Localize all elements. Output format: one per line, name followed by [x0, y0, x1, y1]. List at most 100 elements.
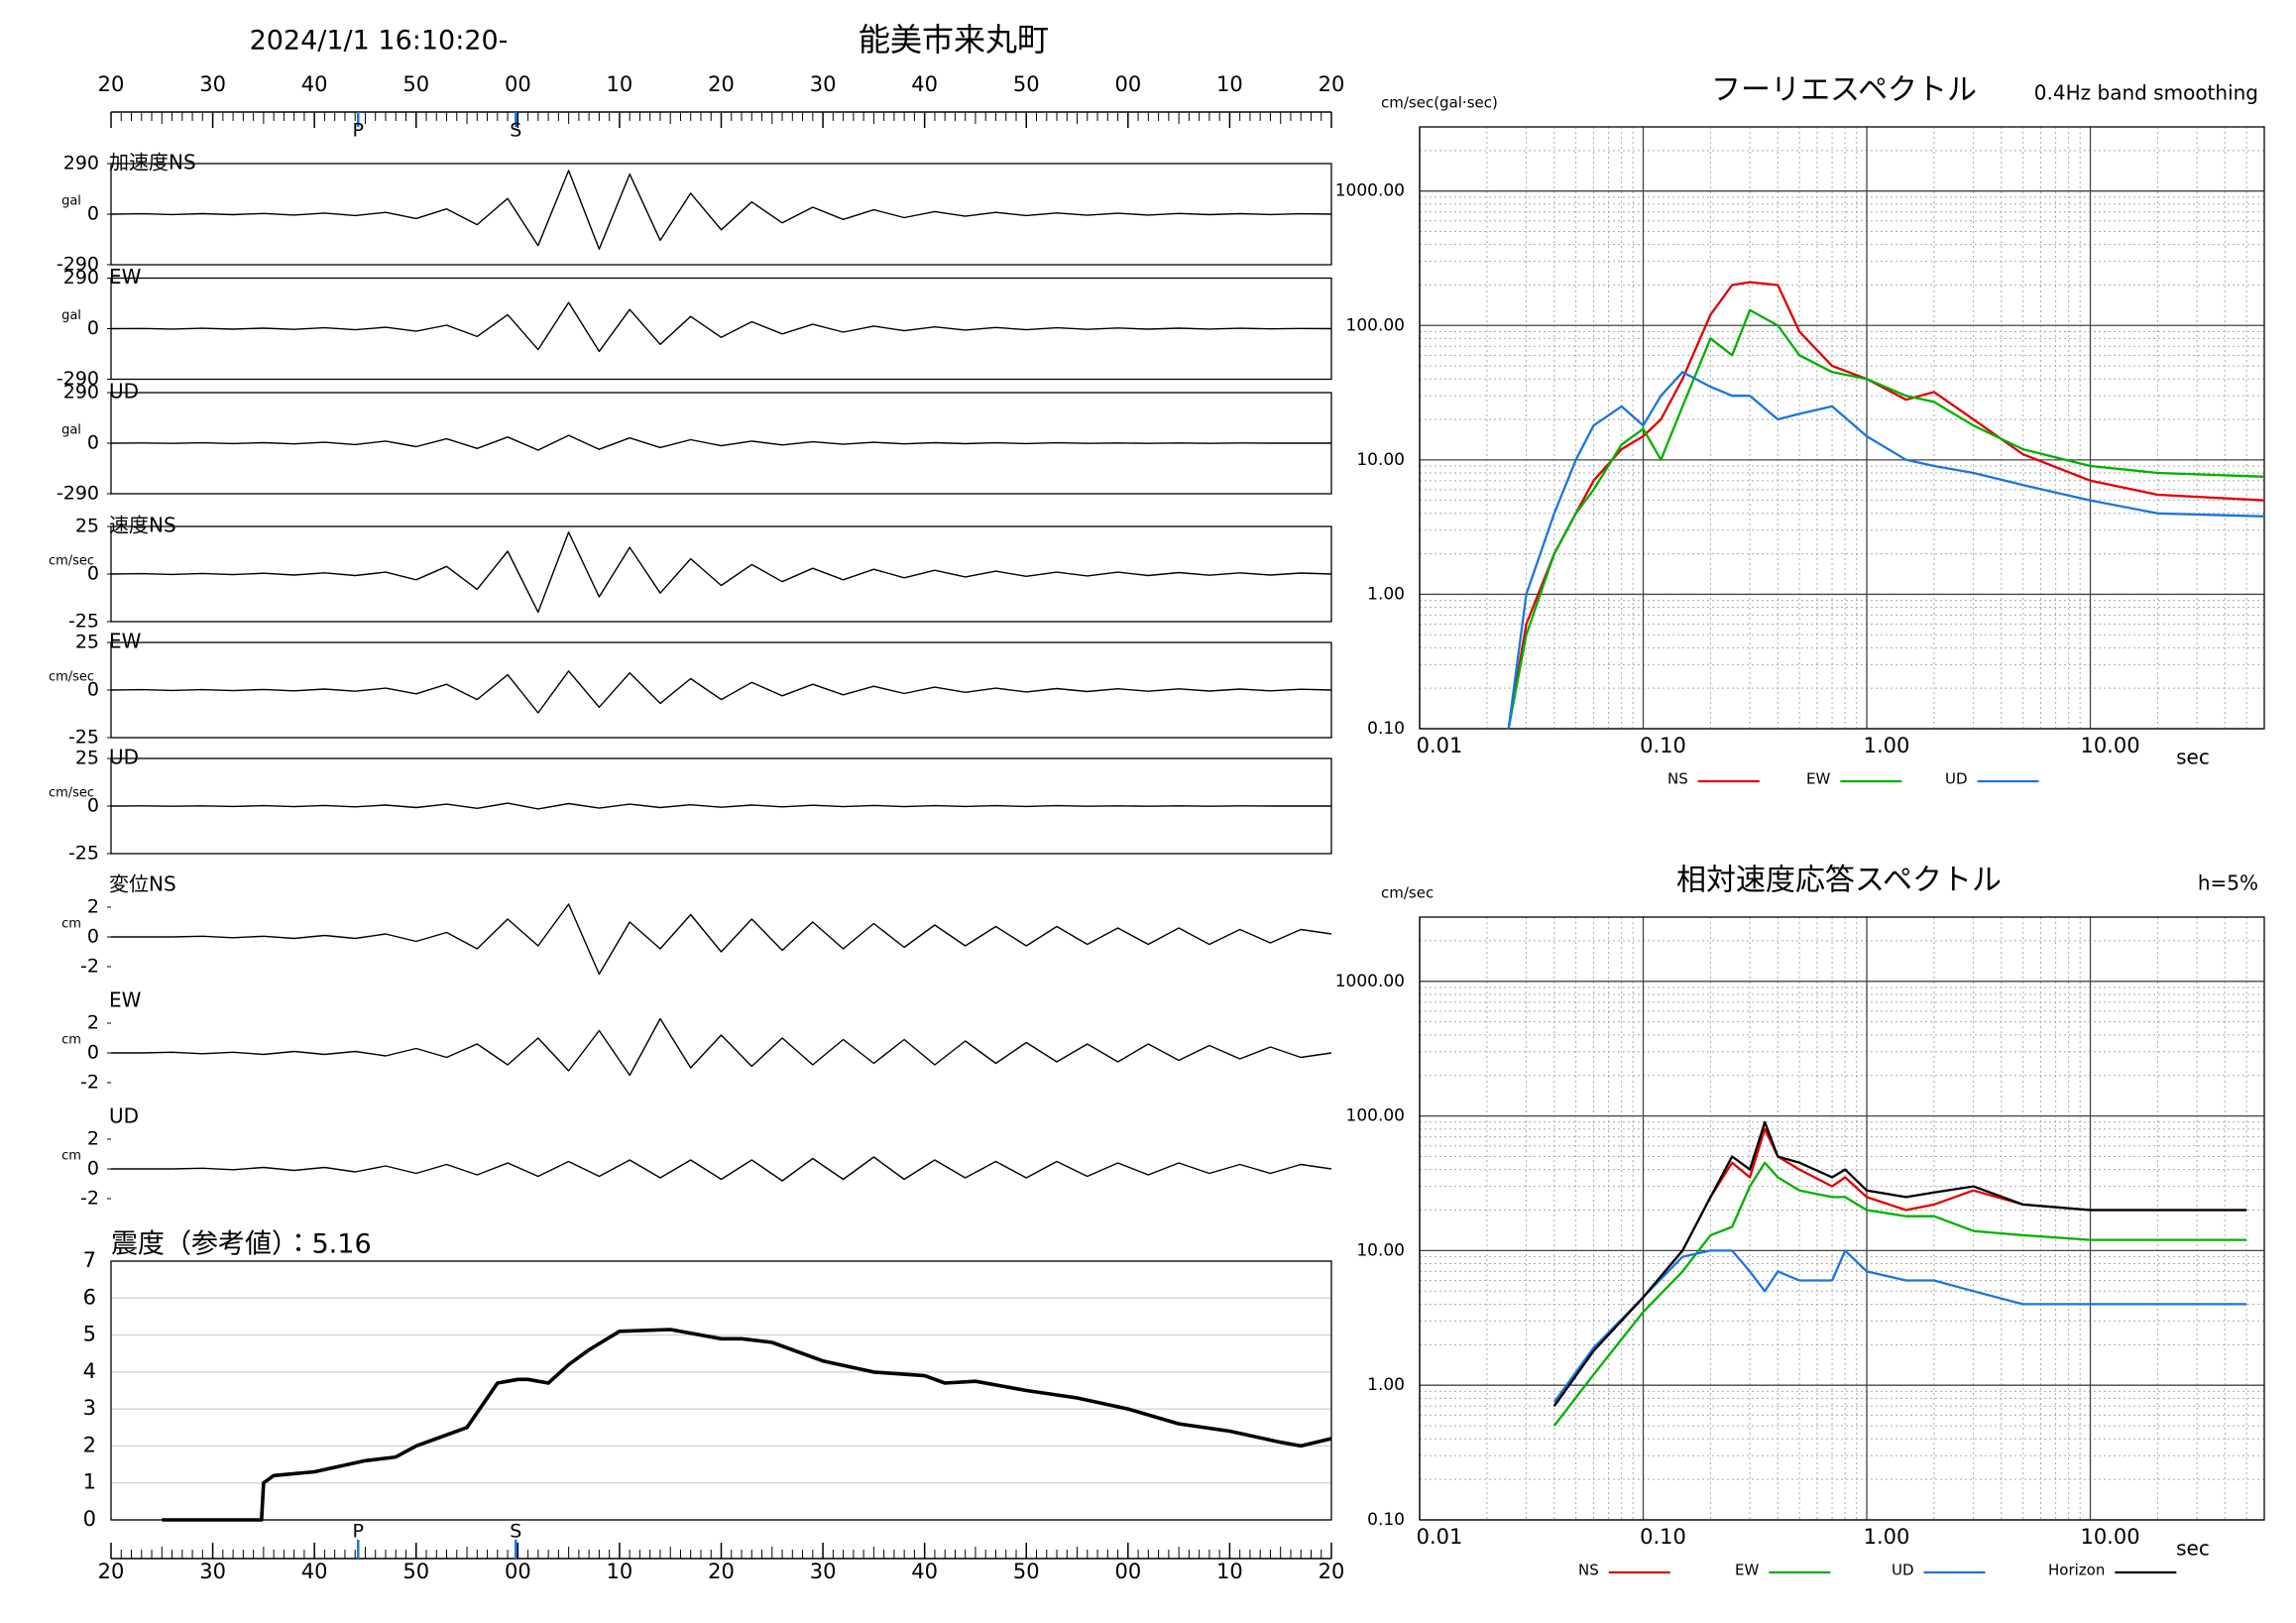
time-tick-label: 00 — [1114, 1560, 1141, 1583]
y-tick-label: 1.00 — [1367, 584, 1405, 604]
spectrum-line — [1507, 371, 2264, 729]
trace-name: EW — [109, 265, 142, 289]
waveform-trace — [111, 1156, 1332, 1182]
waveform-trace — [110, 301, 1332, 353]
y-tick-label: 1000.00 — [1335, 181, 1405, 201]
trace-tick-label: 0 — [87, 679, 99, 701]
trace-tick-label: 2 — [87, 1012, 99, 1034]
waveform-trace — [110, 170, 1332, 250]
trace-tick-label: 290 — [63, 153, 99, 174]
trace-unit: gal — [61, 308, 81, 323]
trace-unit: cm/sec — [49, 786, 94, 801]
spectrum-line — [1552, 1161, 2247, 1427]
y-tick-label: 10.00 — [1356, 1240, 1405, 1260]
legend-label: UD — [1892, 1562, 1914, 1579]
time-tick-label: 20 — [98, 72, 125, 96]
time-tick-label: 40 — [911, 1560, 938, 1583]
spectrum-line — [1507, 281, 2264, 729]
x-axis-label: sec — [2176, 1537, 2210, 1561]
chart-subtitle: 0.4Hz band smoothing — [2034, 81, 2258, 105]
intensity-tick-label: 6 — [83, 1285, 96, 1309]
phase-label: P — [353, 120, 364, 142]
intensity-tick-label: 5 — [83, 1323, 96, 1346]
trace-tick-label: 0 — [87, 432, 99, 454]
waveform-trace — [110, 670, 1332, 714]
phase-label: P — [353, 1521, 364, 1543]
waveform-trace — [110, 802, 1331, 810]
y-tick-label: 100.00 — [1346, 315, 1405, 335]
time-tick-label: 50 — [402, 72, 429, 96]
time-tick-label: 30 — [810, 1560, 837, 1583]
x-axis-label: sec — [2176, 746, 2210, 769]
intensity-tick-label: 2 — [83, 1433, 96, 1456]
trace-tick-label: -2 — [80, 1188, 99, 1210]
trace-unit: gal — [61, 194, 81, 209]
trace-tick-label: -2 — [80, 1072, 99, 1094]
x-tick-label: 0.10 — [1640, 734, 1686, 757]
time-tick-label: 20 — [708, 1560, 735, 1583]
intensity-tick-label: 1 — [83, 1470, 96, 1494]
trace-tick-label: 0 — [87, 1158, 99, 1180]
trace-name: UD — [109, 380, 139, 404]
trace-unit: cm/sec — [49, 554, 94, 569]
phase-label: S — [510, 120, 521, 142]
waveform-trace — [111, 1017, 1332, 1077]
x-tick-label: 1.00 — [1864, 734, 1910, 757]
time-tick-label: 30 — [199, 72, 226, 96]
time-tick-label: 30 — [810, 72, 837, 96]
trace-tick-label: -290 — [57, 483, 99, 505]
trace-name: EW — [109, 630, 142, 653]
time-tick-label: 50 — [402, 1560, 429, 1583]
plot-frame — [1419, 916, 2265, 1521]
time-tick-label: 40 — [301, 72, 328, 96]
x-tick-label: 10.00 — [2080, 734, 2139, 757]
chart-title: フーリエスペクトル — [1711, 73, 1977, 108]
trace-tick-label: -290 — [57, 254, 99, 276]
trace-tick-label: -290 — [57, 368, 99, 390]
trace-unit: gal — [61, 423, 81, 438]
time-tick-label: 10 — [607, 72, 633, 96]
x-tick-label: 1.00 — [1864, 1525, 1910, 1549]
phase-label: S — [510, 1521, 521, 1543]
trace-name: UD — [109, 1104, 139, 1128]
trace-tick-label: -25 — [68, 727, 99, 749]
x-tick-label: 10.00 — [2080, 1525, 2139, 1549]
waveform-trace — [111, 903, 1332, 976]
trace-name: UD — [109, 746, 139, 769]
y-tick-label: 0.10 — [1367, 719, 1405, 739]
plot-frame — [1419, 126, 2265, 730]
trace-unit: cm/sec — [49, 670, 94, 685]
trace-tick-label: 290 — [63, 382, 99, 404]
station: 能美市来丸町 — [859, 21, 1049, 58]
spectrum-line — [1552, 1120, 2247, 1407]
time-tick-label: 20 — [1319, 1560, 1345, 1583]
time-tick-label: 30 — [199, 1560, 226, 1583]
time-tick-label: 40 — [911, 72, 938, 96]
time-tick-label: 00 — [1114, 72, 1141, 96]
intensity-frame — [110, 1260, 1332, 1521]
time-tick-label: 50 — [1013, 1560, 1040, 1583]
time-tick-label: 20 — [708, 72, 735, 96]
intensity-tick-label: 3 — [83, 1396, 96, 1420]
waveform-trace — [110, 434, 1331, 451]
trace-name: EW — [109, 988, 142, 1012]
trace-tick-label: 2 — [87, 1128, 99, 1150]
trace-tick-label: -25 — [68, 611, 99, 633]
trace-tick-label: -2 — [80, 956, 99, 978]
y-tick-label: 10.00 — [1356, 450, 1405, 470]
time-tick-label: 10 — [607, 1560, 633, 1583]
chart-subtitle: h=5% — [2198, 871, 2258, 895]
intensity-tick-label: 7 — [83, 1248, 96, 1272]
trace-tick-label: 0 — [87, 317, 99, 339]
trace-unit: cm — [61, 1033, 81, 1048]
spectrum-line — [1552, 1249, 2247, 1403]
waveform-trace — [110, 531, 1332, 614]
trace-tick-label: -25 — [68, 843, 99, 865]
x-tick-label: 0.10 — [1640, 1525, 1686, 1549]
time-tick-label: 50 — [1013, 72, 1040, 96]
legend-label: EW — [1806, 770, 1830, 788]
time-tick-label: 00 — [505, 72, 531, 96]
